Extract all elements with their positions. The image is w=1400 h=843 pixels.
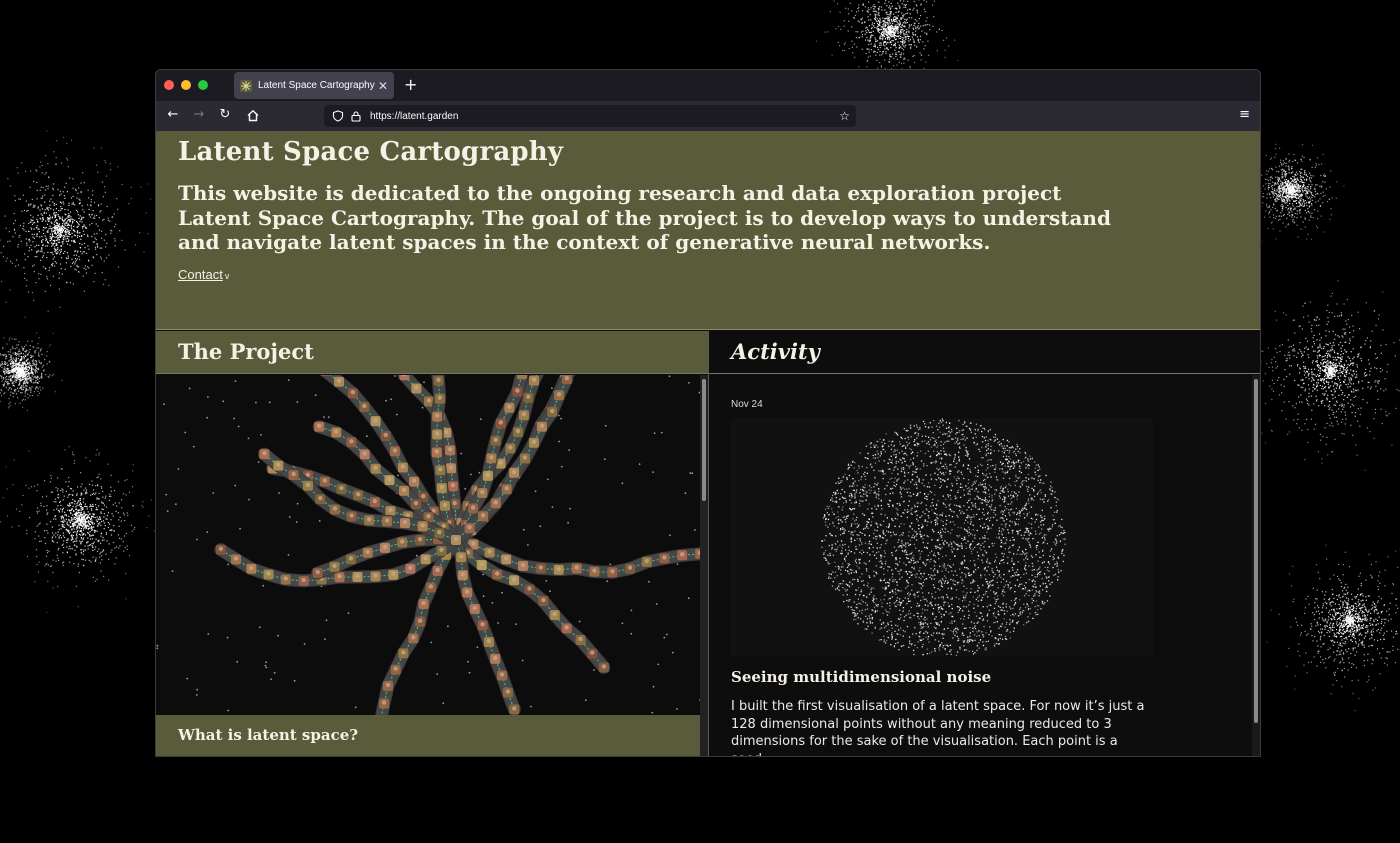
contact-link[interactable]: Contact (178, 266, 223, 282)
reload-icon[interactable]: ↻ (219, 107, 231, 122)
url-text: https://latent.garden (370, 110, 459, 122)
back-arrow-icon[interactable]: ← (167, 107, 179, 122)
close-window-button[interactable] (164, 80, 174, 90)
post-date: Nov 24 (731, 399, 763, 410)
contact-toggle[interactable]: Contact v (178, 267, 1238, 282)
latent-space-network-visualization[interactable] (156, 375, 700, 715)
hamburger-menu-icon[interactable]: ≡ (1239, 107, 1250, 122)
tab-bar: Latent Space Cartography ✕ + (156, 70, 1260, 101)
two-column-layout: The Project What is latent space? Activi… (156, 331, 1260, 756)
tab-title: Latent Space Cartography (258, 80, 375, 91)
post-title[interactable]: Seeing multidimensional noise (731, 668, 992, 686)
activity-scrollbar[interactable] (1252, 375, 1260, 756)
navigation-bar: ← → ↻ https://latent.garden ☆ ≡ (156, 101, 1260, 132)
shield-icon[interactable] (332, 110, 344, 122)
window-controls (164, 80, 208, 90)
page-content: Latent Space Cartography This website is… (156, 131, 1260, 756)
site-header: Latent Space Cartography This website is… (156, 131, 1260, 330)
forward-arrow-icon[interactable]: → (193, 107, 205, 122)
maximize-window-button[interactable] (198, 80, 208, 90)
project-scrollbar-thumb[interactable] (702, 379, 706, 501)
project-scrollbar[interactable] (700, 375, 708, 756)
browser-window: Latent Space Cartography ✕ + ← → ↻ https… (155, 69, 1261, 757)
what-is-latent-space-heading: What is latent space? (156, 715, 700, 756)
lock-icon[interactable] (350, 110, 362, 122)
site-favicon-icon (240, 79, 252, 92)
tab-latent-space-cartography[interactable]: Latent Space Cartography ✕ (234, 72, 394, 99)
project-heading: The Project (156, 331, 708, 374)
activity-heading: Activity (709, 331, 1260, 374)
plus-icon[interactable]: + (404, 75, 418, 94)
post-body: I built the first visualisation of a lat… (731, 699, 1145, 756)
address-bar[interactable]: https://latent.garden ☆ (324, 105, 856, 127)
intro-text: This website is dedicated to the ongoing… (178, 181, 1111, 254)
chevron-down-icon[interactable]: v (224, 270, 230, 281)
site-title: Latent Space Cartography (178, 137, 564, 167)
home-icon[interactable] (244, 109, 262, 122)
activity-column: Activity Nov 24 Seeing multidimensional … (709, 331, 1260, 756)
noise-point-cloud-image (731, 418, 1153, 656)
activity-scrollbar-thumb[interactable] (1254, 379, 1258, 723)
project-column: The Project What is latent space? (156, 331, 709, 756)
tab-close-icon[interactable]: ✕ (377, 78, 388, 93)
activity-feed: Nov 24 Seeing multidimensional noise I b… (709, 375, 1252, 756)
minimize-window-button[interactable] (181, 80, 191, 90)
bookmark-star-icon[interactable]: ☆ (839, 109, 850, 123)
